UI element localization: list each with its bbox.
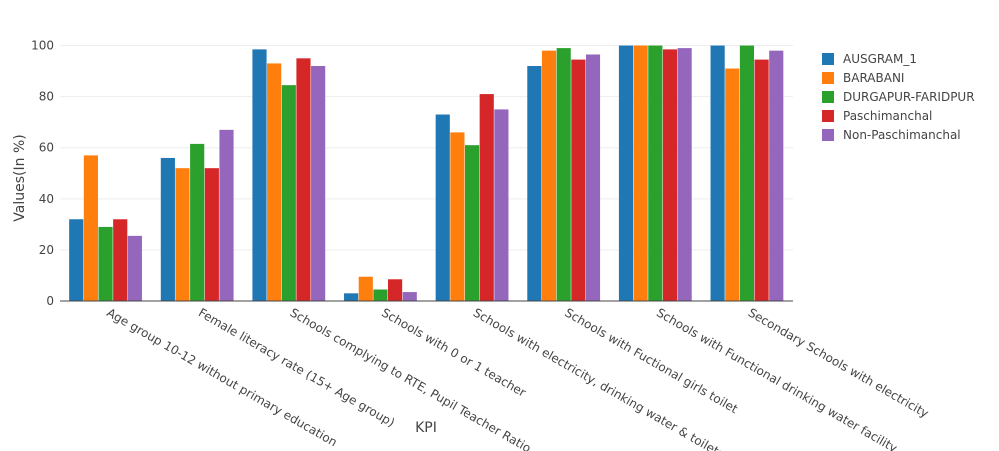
- bar-durgapur-faridpur-7[interactable]: [739, 45, 755, 301]
- bar-non-paschimanchal-2[interactable]: [311, 65, 326, 302]
- bar-non-paschimanchal-3[interactable]: [402, 292, 417, 301]
- x-tick-label: Schools with Fuctional girls toilet: [562, 305, 740, 416]
- legend-swatch: [822, 53, 834, 65]
- x-tick-label: Female literacy rate (15+ Age group): [196, 305, 397, 429]
- legend-swatch: [822, 91, 834, 103]
- bar-non-paschimanchal-4[interactable]: [494, 109, 509, 301]
- bar-ausgram-1-3[interactable]: [344, 293, 359, 301]
- legend[interactable]: AUSGRAM_1 BARABANI DURGAPUR-FARIDPUR Paschi…: [822, 52, 975, 142]
- bar-barabani-0[interactable]: [83, 155, 98, 301]
- legend-label[interactable]: Paschimanchal: [843, 109, 932, 123]
- bar-ausgram-1-6[interactable]: [618, 45, 634, 301]
- bar-barabani-3[interactable]: [358, 276, 373, 301]
- bar-durgapur-faridpur-6[interactable]: [648, 45, 663, 301]
- bar-paschimanchal-5[interactable]: [571, 59, 586, 301]
- bar-ausgram-1-4[interactable]: [435, 114, 450, 301]
- bar-paschimanchal-6[interactable]: [662, 49, 678, 301]
- bars: [69, 45, 784, 302]
- bar-barabani-6[interactable]: [633, 45, 648, 301]
- y-tick-label: 0: [46, 294, 54, 308]
- bar-ausgram-1-0[interactable]: [69, 219, 84, 301]
- bar-non-paschimanchal-0[interactable]: [127, 235, 142, 301]
- bar-paschimanchal-2[interactable]: [296, 58, 311, 302]
- bar-non-paschimanchal-1[interactable]: [219, 129, 234, 301]
- x-tick-label: Secondary Schools with electricity: [746, 305, 931, 420]
- bar-durgapur-faridpur-4[interactable]: [464, 145, 480, 301]
- y-tick-label: 20: [39, 243, 54, 257]
- bar-durgapur-faridpur-0[interactable]: [98, 226, 113, 301]
- bar-paschimanchal-4[interactable]: [479, 94, 494, 301]
- bar-barabani-1[interactable]: [175, 168, 190, 301]
- bar-durgapur-faridpur-2[interactable]: [281, 85, 296, 302]
- bar-non-paschimanchal-6[interactable]: [677, 48, 692, 301]
- legend-swatch: [822, 129, 834, 141]
- bar-paschimanchal-0[interactable]: [113, 219, 128, 301]
- bar-barabani-5[interactable]: [541, 50, 557, 302]
- x-axis-title: KPI: [415, 420, 437, 436]
- legend-swatch: [822, 110, 834, 122]
- y-tick-label: 100: [31, 39, 54, 53]
- legend-swatch: [822, 72, 834, 84]
- x-tick-labels: Age group 10-12 without primary educatio…: [104, 305, 931, 451]
- bar-barabani-2[interactable]: [267, 63, 282, 301]
- bar-durgapur-faridpur-5[interactable]: [556, 48, 571, 301]
- y-tick-label: 80: [39, 90, 54, 104]
- bar-barabani-4[interactable]: [450, 132, 465, 301]
- y-tick-label: 40: [39, 192, 54, 206]
- bar-paschimanchal-3[interactable]: [388, 279, 403, 301]
- bar-durgapur-faridpur-1[interactable]: [190, 143, 205, 301]
- y-tick-label: 60: [39, 141, 54, 155]
- legend-label[interactable]: AUSGRAM_1: [843, 52, 917, 66]
- bar-barabani-7[interactable]: [725, 68, 740, 301]
- bar-durgapur-faridpur-3[interactable]: [373, 289, 388, 301]
- bar-ausgram-1-2[interactable]: [252, 49, 267, 301]
- bar-paschimanchal-7[interactable]: [754, 59, 769, 301]
- legend-label[interactable]: DURGAPUR-FARIDPUR: [843, 90, 975, 104]
- legend-label[interactable]: BARABANI: [843, 71, 904, 85]
- y-axis-title: Values(In %): [12, 134, 28, 221]
- bar-paschimanchal-1[interactable]: [204, 168, 219, 301]
- bar-non-paschimanchal-7[interactable]: [769, 50, 784, 302]
- legend-label[interactable]: Non-Paschimanchal: [843, 128, 961, 142]
- bar-ausgram-1-7[interactable]: [710, 45, 725, 301]
- bar-ausgram-1-5[interactable]: [527, 65, 542, 302]
- y-tick-labels: 0 20 40 60 80 100: [31, 39, 54, 308]
- bar-ausgram-1-1[interactable]: [160, 157, 175, 301]
- bar-non-paschimanchal-5[interactable]: [585, 54, 601, 302]
- x-tick-label: Schools with 0 or 1 teacher: [379, 305, 528, 399]
